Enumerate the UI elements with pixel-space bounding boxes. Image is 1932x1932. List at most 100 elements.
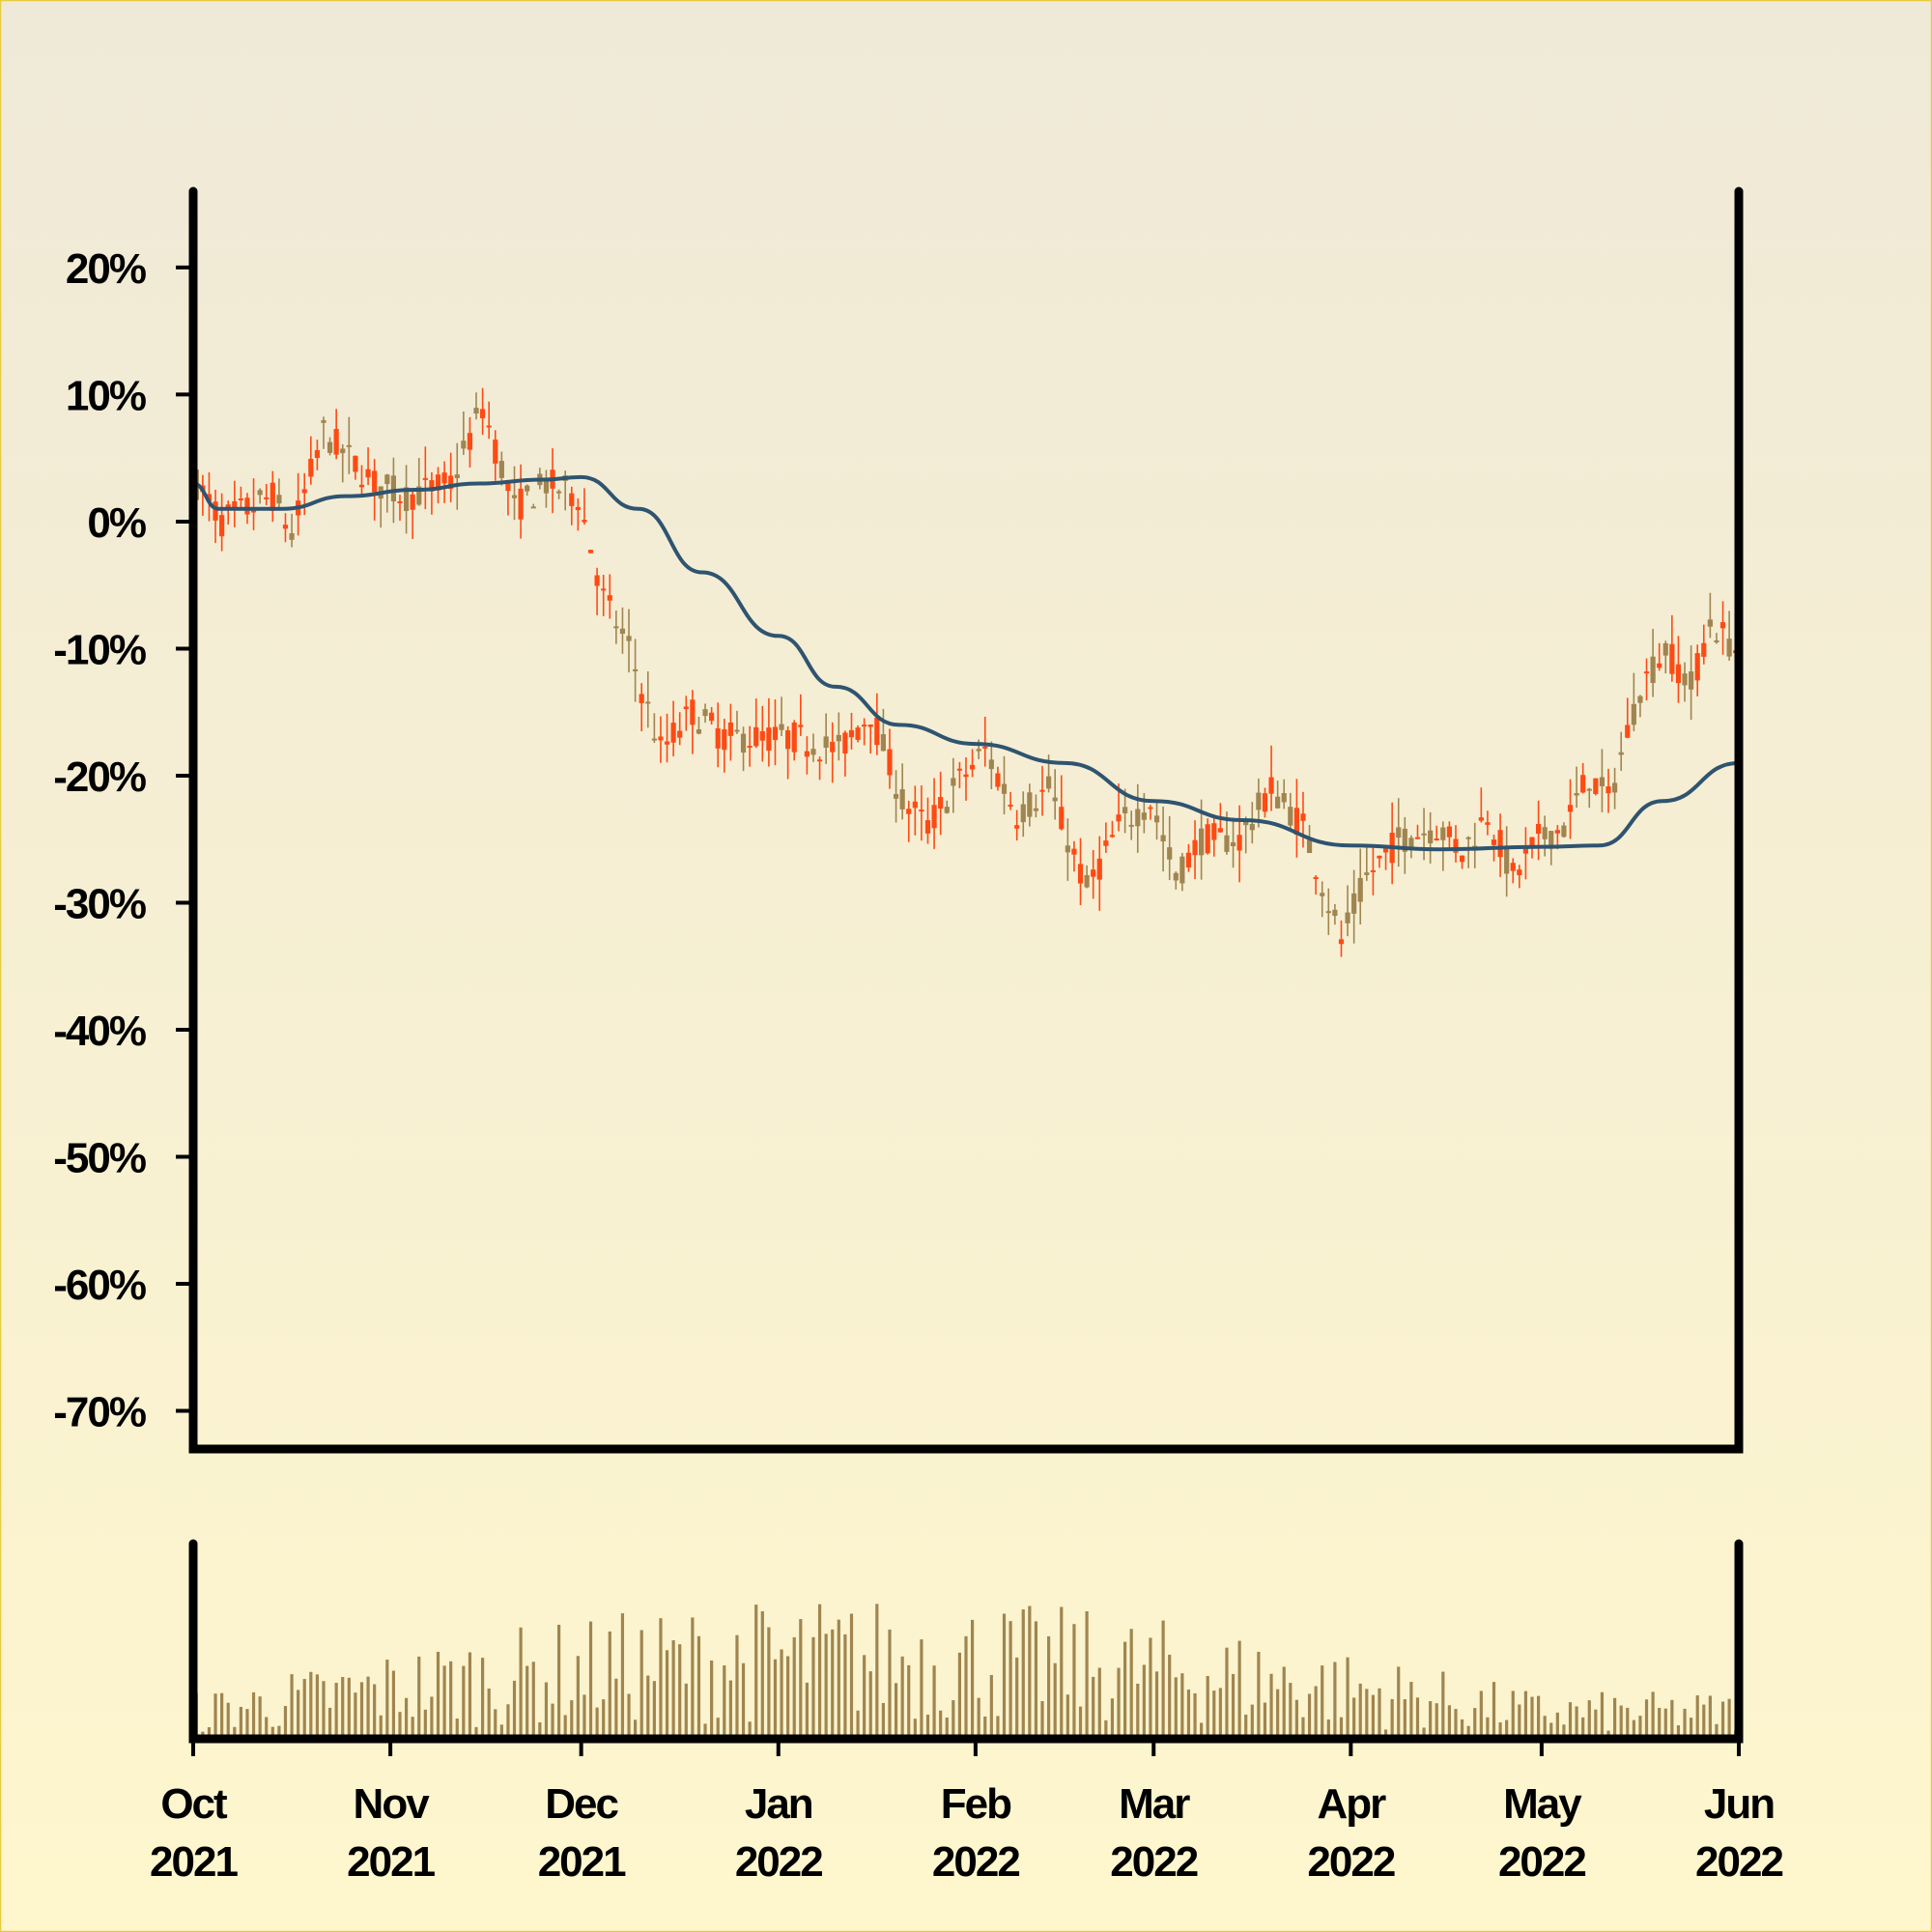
x-tick-year: 2022: [932, 1838, 1019, 1886]
y-tick-label: -10%: [53, 626, 146, 673]
x-tick-year: 2021: [538, 1838, 626, 1886]
volume-bar: [258, 1696, 262, 1739]
candle-body: [1440, 827, 1446, 840]
volume-bar: [1644, 1699, 1649, 1739]
volume-bar: [1168, 1654, 1172, 1739]
candle-body: [798, 724, 804, 727]
volume-bar: [1180, 1673, 1184, 1739]
candle-body: [1434, 838, 1439, 841]
volume-bar: [1518, 1704, 1521, 1739]
candle-body: [1357, 877, 1363, 902]
candle-body: [727, 722, 733, 736]
volume-bar: [1015, 1657, 1019, 1739]
candle-body: [677, 730, 683, 738]
volume-bar: [1429, 1701, 1433, 1739]
candle-body: [1045, 776, 1052, 789]
volume-bar: [1110, 1698, 1115, 1739]
volume-bar: [1161, 1620, 1165, 1739]
candle-body: [1605, 786, 1611, 794]
volume-panel: [188, 1539, 1744, 1744]
candle-body: [1167, 847, 1173, 860]
x-tick-year: 2022: [1110, 1838, 1197, 1886]
volume-bar: [1002, 1613, 1007, 1739]
candle-body: [639, 694, 644, 703]
candle-body: [1281, 793, 1287, 803]
volume-bar: [1638, 1716, 1642, 1739]
candle-body: [403, 487, 410, 511]
x-tick-month: Feb: [941, 1780, 1011, 1828]
candle-body: [1211, 823, 1217, 840]
candle-body: [912, 801, 918, 809]
candle-body: [1293, 808, 1299, 836]
volume-bar: [1562, 1724, 1566, 1739]
volume-bar: [411, 1717, 414, 1739]
volume-bar: [773, 1659, 778, 1739]
volume-bar: [1575, 1706, 1578, 1739]
x-tick-year: 2021: [347, 1838, 435, 1886]
volume-bar: [913, 1719, 917, 1739]
volume-bar: [945, 1718, 949, 1739]
volume-bar: [283, 1705, 288, 1739]
volume-bar: [1237, 1640, 1241, 1739]
volume-bar: [1390, 1698, 1394, 1739]
volume-bar: [817, 1604, 822, 1739]
volume-bar: [474, 1726, 478, 1739]
price-panel-frame: [188, 186, 1744, 1454]
volume-bar: [1651, 1691, 1655, 1739]
candle-body: [1669, 643, 1675, 674]
volume-bar: [207, 1727, 212, 1739]
volume-bar: [398, 1712, 402, 1739]
volume-bar: [538, 1721, 542, 1739]
candle-body: [422, 477, 428, 480]
volume-bar: [602, 1699, 606, 1739]
volume-bar: [754, 1605, 758, 1739]
volume-bar: [1244, 1714, 1248, 1739]
volume-bar: [952, 1700, 955, 1739]
candle-body: [289, 533, 295, 540]
volume-bar: [843, 1634, 847, 1739]
volume-bar: [277, 1725, 281, 1739]
volume-bar: [767, 1627, 771, 1739]
volume-bar: [1186, 1690, 1191, 1739]
candle-body: [874, 717, 880, 746]
candle-body: [1497, 830, 1503, 858]
volume-bar: [480, 1658, 485, 1739]
volume-bar: [1378, 1688, 1381, 1739]
volume-bar: [551, 1703, 554, 1739]
volume-bar: [964, 1635, 968, 1739]
candle-body: [963, 774, 969, 778]
volume-bar: [1555, 1712, 1559, 1739]
volume-bar: [659, 1618, 663, 1739]
candle-body: [1726, 639, 1732, 657]
candle-body: [1517, 869, 1522, 875]
y-axis: 20% 10% 0% -10% -20% -30% -40% -50% -60% -70%: [53, 245, 193, 1436]
x-tick-month: Jun: [1704, 1780, 1774, 1828]
candle-body: [1014, 825, 1020, 829]
volume-bar: [1454, 1709, 1458, 1739]
candle-body: [327, 441, 333, 453]
candle-body: [1135, 809, 1141, 827]
candle-body: [613, 626, 619, 629]
y-tick-label: -30%: [53, 880, 146, 927]
volume-bar: [322, 1681, 326, 1739]
candle-body: [270, 482, 275, 511]
candle-body: [1338, 939, 1345, 945]
candle-body: [626, 636, 632, 641]
candle-body: [702, 709, 708, 717]
volume-bar: [347, 1677, 351, 1739]
candle-body: [1529, 837, 1535, 848]
candle-body: [658, 736, 664, 741]
volume-bar: [1206, 1675, 1209, 1739]
volume-bar: [297, 1690, 300, 1739]
volume-bar: [1321, 1665, 1324, 1739]
candle-body: [810, 749, 816, 755]
volume-bar: [1536, 1695, 1541, 1739]
candle-body: [340, 448, 346, 454]
candle-body: [1205, 824, 1210, 854]
candle-body: [1160, 835, 1166, 842]
candle-body: [791, 722, 797, 753]
volume-bar: [404, 1697, 409, 1739]
volume-bar: [506, 1704, 510, 1739]
volume-bar: [1626, 1707, 1630, 1739]
